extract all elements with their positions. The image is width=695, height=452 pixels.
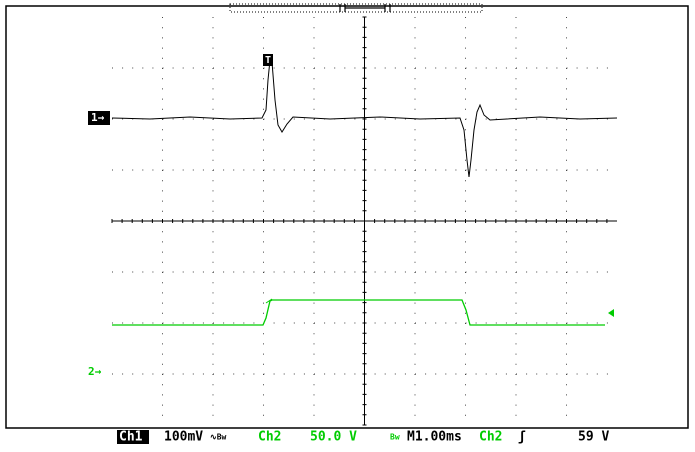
- timebase: M1.00ms: [407, 430, 462, 445]
- screen-border: [5, 5, 689, 429]
- trigger-level: 59 V: [578, 430, 609, 445]
- record-window: [339, 4, 391, 12]
- ch1-marker-box: [88, 111, 110, 125]
- record-bar: [229, 3, 483, 13]
- ch2-bw: Bw: [390, 433, 400, 442]
- trigger-source: Ch2: [479, 430, 502, 445]
- ch1-bw: ∿Bw: [210, 433, 227, 442]
- ch1-scale: 100mV: [164, 430, 203, 445]
- trigger-marker-box: [263, 54, 273, 66]
- ch2-trace: [112, 299, 605, 326]
- trigger-level-arrow: [608, 309, 614, 317]
- trigger-slope: ʃ: [518, 430, 526, 445]
- ch1-marker: 1→: [91, 111, 105, 124]
- trigger-marker: T: [265, 55, 271, 66]
- ch1-trace: [111, 58, 618, 178]
- ch1-label-box: [117, 430, 149, 444]
- graticule: [111, 16, 617, 426]
- trigger-point: [265, 298, 273, 304]
- center-ticks: [111, 16, 608, 426]
- ch2-label: Ch2: [258, 430, 281, 445]
- ch1-label: Ch1: [119, 430, 143, 445]
- ch2-marker: 2→: [88, 365, 102, 378]
- ch2-scale: 50.0 V: [310, 430, 357, 445]
